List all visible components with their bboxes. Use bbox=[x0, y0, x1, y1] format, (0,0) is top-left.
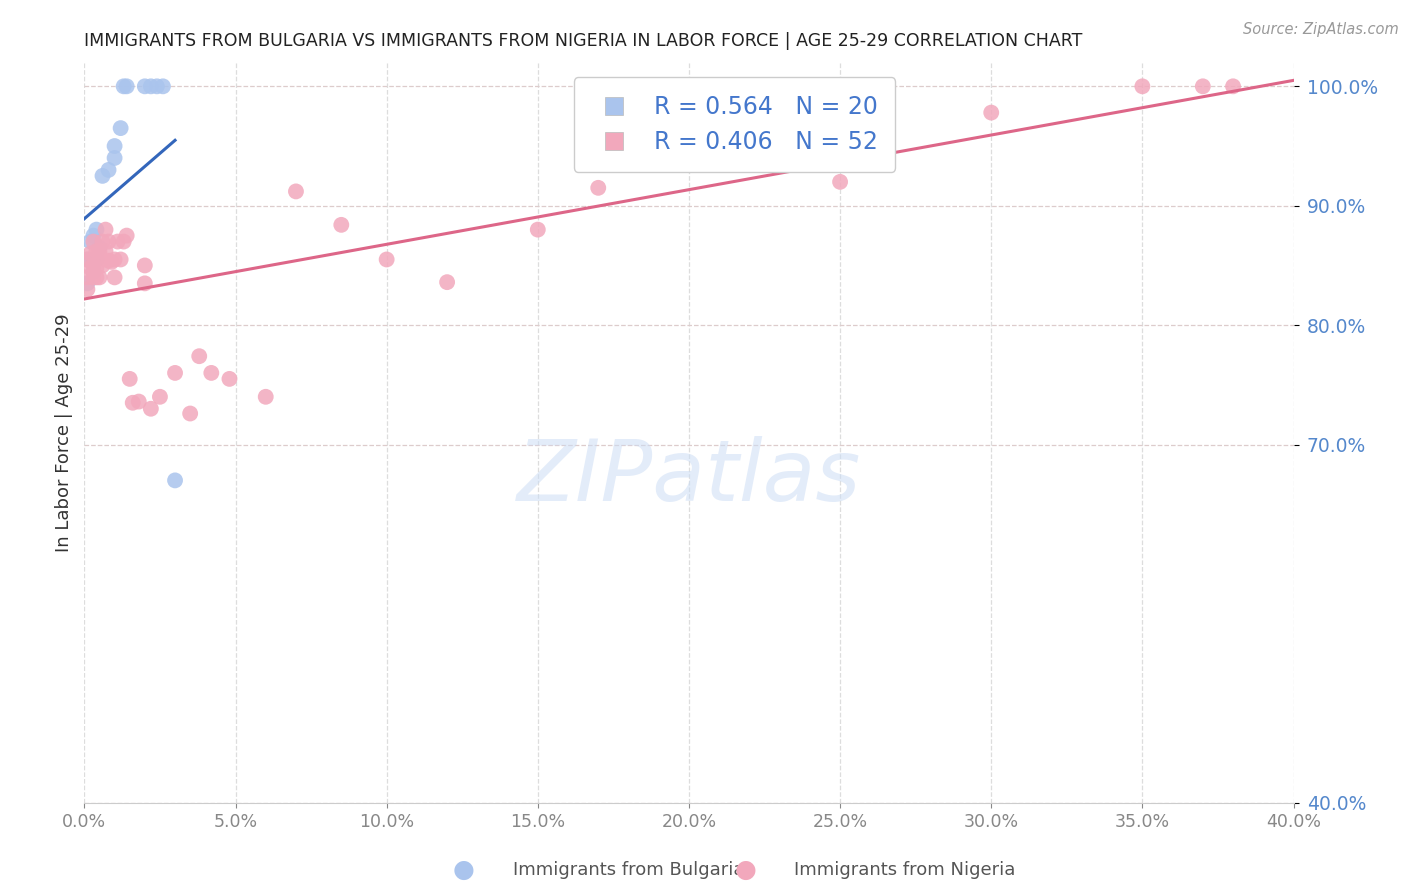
Legend: R = 0.564   N = 20, R = 0.406   N = 52: R = 0.564 N = 20, R = 0.406 N = 52 bbox=[574, 78, 896, 172]
Point bbox=[82, 259, 104, 273]
Point bbox=[94, 244, 117, 259]
Point bbox=[375, 252, 398, 267]
Point bbox=[115, 79, 138, 94]
Point bbox=[285, 185, 308, 199]
Point bbox=[134, 79, 156, 94]
Text: ●: ● bbox=[734, 858, 756, 881]
Point bbox=[110, 252, 132, 267]
Point bbox=[254, 390, 277, 404]
Point bbox=[139, 401, 162, 416]
Point bbox=[76, 277, 98, 291]
Point bbox=[330, 218, 353, 232]
Point bbox=[86, 270, 108, 285]
Point bbox=[82, 235, 104, 249]
Point bbox=[152, 79, 174, 94]
Point bbox=[678, 109, 700, 123]
Point bbox=[134, 259, 156, 273]
Point bbox=[79, 260, 101, 275]
Point bbox=[118, 372, 141, 386]
Point bbox=[218, 372, 240, 386]
Point bbox=[146, 79, 169, 94]
Point bbox=[86, 244, 108, 259]
Point bbox=[97, 162, 120, 177]
Point bbox=[1222, 79, 1244, 94]
Text: IMMIGRANTS FROM BULGARIA VS IMMIGRANTS FROM NIGERIA IN LABOR FORCE | AGE 25-29 C: IMMIGRANTS FROM BULGARIA VS IMMIGRANTS F… bbox=[84, 32, 1083, 50]
Point bbox=[100, 255, 122, 269]
Point bbox=[89, 244, 111, 259]
Point bbox=[76, 270, 98, 285]
Point bbox=[179, 407, 201, 421]
Point bbox=[115, 228, 138, 243]
Point bbox=[165, 366, 187, 380]
Point bbox=[104, 252, 127, 267]
Point bbox=[188, 349, 211, 363]
Point bbox=[91, 235, 114, 249]
Point bbox=[165, 474, 187, 488]
Point bbox=[436, 275, 458, 289]
Point bbox=[104, 270, 127, 285]
Point bbox=[97, 235, 120, 249]
Point bbox=[104, 139, 127, 153]
Point bbox=[588, 181, 610, 195]
Point bbox=[79, 235, 101, 249]
Point bbox=[79, 246, 101, 260]
Point bbox=[76, 282, 98, 296]
Point bbox=[128, 394, 150, 409]
Point bbox=[86, 252, 108, 267]
Y-axis label: In Labor Force | Age 25-29: In Labor Force | Age 25-29 bbox=[55, 313, 73, 552]
Point bbox=[110, 121, 132, 136]
Point bbox=[104, 151, 127, 165]
Point bbox=[980, 105, 1002, 120]
Point bbox=[94, 222, 117, 236]
Point bbox=[97, 253, 120, 268]
Point bbox=[86, 260, 108, 275]
Point bbox=[121, 396, 143, 410]
Point bbox=[112, 79, 135, 94]
Point bbox=[89, 240, 111, 254]
Point bbox=[139, 79, 162, 94]
Point bbox=[107, 235, 129, 249]
Point bbox=[76, 252, 98, 267]
Point bbox=[89, 270, 111, 285]
Point bbox=[149, 390, 172, 404]
Point bbox=[200, 366, 222, 380]
Point bbox=[82, 270, 104, 285]
Text: Source: ZipAtlas.com: Source: ZipAtlas.com bbox=[1243, 22, 1399, 37]
Point bbox=[112, 235, 135, 249]
Point bbox=[89, 249, 111, 263]
Point bbox=[76, 252, 98, 267]
Point bbox=[82, 228, 104, 243]
Text: Immigrants from Nigeria: Immigrants from Nigeria bbox=[794, 861, 1015, 879]
Point bbox=[91, 259, 114, 273]
Point bbox=[527, 222, 550, 236]
Text: ZIPatlas: ZIPatlas bbox=[517, 435, 860, 518]
Point bbox=[830, 175, 852, 189]
Point bbox=[82, 264, 104, 278]
Point bbox=[86, 222, 108, 236]
Point bbox=[1130, 79, 1153, 94]
Text: Immigrants from Bulgaria: Immigrants from Bulgaria bbox=[513, 861, 745, 879]
Point bbox=[134, 277, 156, 291]
Point bbox=[1192, 79, 1215, 94]
Point bbox=[91, 169, 114, 183]
Text: ●: ● bbox=[453, 858, 475, 881]
